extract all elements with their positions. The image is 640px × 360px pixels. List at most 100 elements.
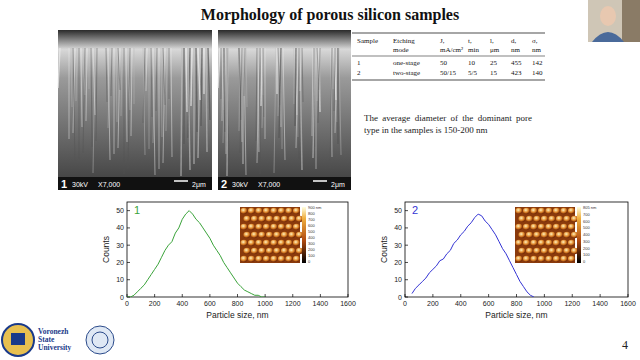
afm-grain xyxy=(243,248,250,254)
colorbar-label: 400 xyxy=(583,232,590,237)
afm-grain xyxy=(288,216,295,222)
y-tick-label: 20 xyxy=(394,259,402,266)
afm-grain xyxy=(530,208,537,214)
afm-grain xyxy=(548,216,555,222)
pore-streak xyxy=(181,48,182,176)
pore-streak xyxy=(239,48,240,131)
x-tick xyxy=(320,294,321,297)
afm-inset: 805 nm7006005004003002001000 xyxy=(515,205,597,264)
x-tick xyxy=(209,294,210,297)
x-tick-label: 0 xyxy=(125,300,129,307)
afm-grain xyxy=(518,248,525,254)
logo xyxy=(86,326,114,354)
afm-grain xyxy=(248,224,255,230)
table-header: l, xyxy=(490,37,494,45)
table-cell: 142 xyxy=(532,59,543,67)
note: The average diameter of the dominant por… xyxy=(364,112,532,136)
y-tick-label: 10 xyxy=(116,276,124,283)
histogram-chart: 0102030405002004006008001000120014001600… xyxy=(101,202,356,320)
x-tick xyxy=(600,294,601,297)
pore-streak xyxy=(128,48,130,110)
x-tick-label: 800 xyxy=(511,300,523,307)
colorbar-label: 100 xyxy=(583,252,590,257)
pore-streak xyxy=(295,48,296,126)
pore-streak xyxy=(299,48,300,159)
pore-streak xyxy=(151,48,152,117)
slide-title: Morphology of porous silicon samples xyxy=(201,6,459,24)
table-header: min xyxy=(468,46,479,54)
table-header: J, xyxy=(440,37,445,45)
y-tick-label: 50 xyxy=(116,207,124,214)
afm-grain xyxy=(556,248,563,254)
y-tick xyxy=(127,227,130,228)
colorbar-label: 500 xyxy=(583,225,590,230)
colorbar-label: 200 xyxy=(583,246,590,251)
pore-streak xyxy=(111,48,112,96)
logo-ring xyxy=(92,332,108,348)
pore-streak xyxy=(58,48,60,88)
panel-label: 2 xyxy=(412,204,418,216)
afm-grain xyxy=(523,240,530,246)
afm-grain xyxy=(285,208,292,214)
x-tick xyxy=(460,294,461,297)
y-tick xyxy=(127,245,130,246)
table-header: mode xyxy=(393,46,409,54)
afm-grain xyxy=(293,240,300,246)
table-cell: 50/15 xyxy=(440,69,456,77)
table-cell: 25 xyxy=(490,59,498,67)
pore-streak xyxy=(128,48,130,168)
x-tick xyxy=(154,294,155,297)
x-tick-label: 200 xyxy=(149,300,161,307)
afm-grain xyxy=(545,240,552,246)
pore-streak xyxy=(256,48,257,141)
table-cell: one-stage xyxy=(393,59,420,67)
pore-streak xyxy=(188,48,190,170)
logo xyxy=(2,324,34,356)
afm-grain xyxy=(538,224,545,230)
sem-magnification: X7,000 xyxy=(98,181,120,188)
pore-streak xyxy=(257,48,259,163)
pore-streak xyxy=(76,48,77,101)
pore-streak xyxy=(163,48,165,105)
page-number: 4 xyxy=(622,338,628,352)
table-header: nm xyxy=(511,46,521,54)
x-tick xyxy=(182,294,183,297)
pore-streak xyxy=(317,48,318,101)
afm-grain xyxy=(563,216,570,222)
afm-grain xyxy=(285,224,292,230)
afm-background xyxy=(515,207,575,263)
afm-grain xyxy=(273,248,280,254)
pore-streak xyxy=(274,48,276,173)
table-cell: 5/5 xyxy=(468,69,477,77)
pore-streak xyxy=(206,48,207,152)
afm-grain xyxy=(526,232,533,238)
histogram-chart: 0102030405002004006008001000120014001600… xyxy=(379,202,636,320)
afm-grain xyxy=(258,216,265,222)
afm-grain xyxy=(526,216,533,222)
webcam xyxy=(588,0,640,42)
afm-grain xyxy=(518,216,525,222)
y-tick xyxy=(127,210,130,211)
pore-streak xyxy=(223,48,225,143)
x-tick-label: 1600 xyxy=(340,300,356,307)
afm-grain xyxy=(533,232,540,238)
pore-streak xyxy=(171,48,172,157)
pore-streak xyxy=(227,48,228,176)
y-tick-label: 30 xyxy=(116,242,124,249)
afm-grain xyxy=(263,256,270,262)
pore-streak xyxy=(169,48,170,99)
pore-streak xyxy=(134,48,135,104)
afm-grain xyxy=(560,208,567,214)
x-tick-label: 1400 xyxy=(592,300,608,307)
pore-streak xyxy=(143,48,145,155)
pore-streak xyxy=(191,48,192,106)
y-tick-label: 40 xyxy=(394,224,402,231)
table-header: mA/cm² xyxy=(440,46,463,54)
pore-streak xyxy=(283,48,285,160)
sem-info-bar xyxy=(218,177,351,190)
afm-grain xyxy=(523,208,530,214)
pore-streak xyxy=(79,48,80,159)
afm-grain xyxy=(568,208,575,214)
afm-grain xyxy=(545,256,552,262)
afm-grain xyxy=(281,216,288,222)
